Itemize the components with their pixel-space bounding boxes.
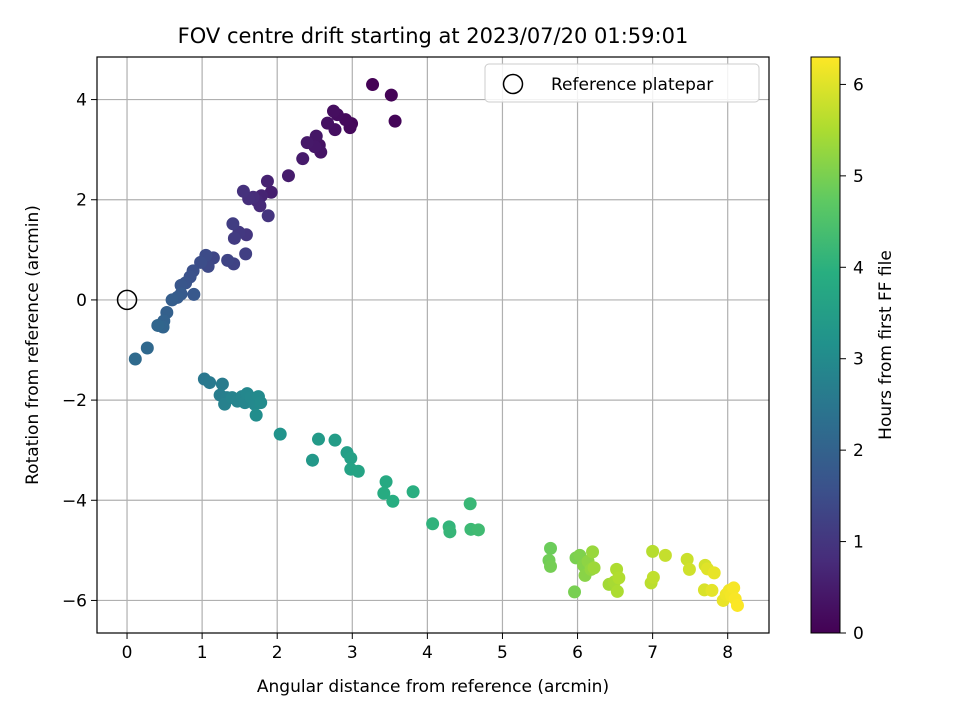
data-point — [379, 475, 393, 489]
data-point — [260, 174, 274, 188]
y-tick-label: −6 — [62, 591, 87, 611]
data-point — [226, 217, 240, 231]
data-point — [296, 152, 310, 166]
colorbar: 0 1 2 3 4 5 6 Hours from first FF file — [810, 56, 896, 644]
plot-frame — [96, 56, 770, 634]
data-point — [254, 396, 268, 410]
data-point — [194, 255, 208, 269]
data-point — [151, 318, 165, 332]
data-point — [305, 453, 319, 467]
y-tick-label: −4 — [62, 491, 87, 511]
data-point — [587, 561, 601, 575]
data-point — [344, 451, 358, 465]
data-point — [426, 517, 440, 531]
data-point — [203, 376, 217, 390]
y-tick-label: 4 — [76, 91, 87, 111]
colorbar-ticks: 0 1 2 3 4 5 6 — [840, 75, 864, 644]
data-point — [377, 486, 391, 500]
x-axis-label: Angular distance from reference (arcmin) — [257, 677, 609, 697]
x-axis-ticks: 0 1 2 3 4 5 6 7 8 — [122, 633, 733, 663]
data-point — [443, 525, 457, 539]
data-point — [236, 184, 250, 198]
data-point — [187, 287, 201, 301]
legend: Reference platepar — [484, 63, 760, 103]
data-point — [239, 247, 253, 261]
data-points — [128, 78, 744, 612]
x-tick-label: 4 — [422, 643, 433, 663]
data-point — [707, 566, 721, 580]
data-point — [406, 485, 420, 499]
x-tick-label: 8 — [722, 643, 733, 663]
data-point — [544, 541, 558, 555]
data-point — [544, 559, 558, 573]
colorbar-gradient — [811, 57, 840, 633]
chart-title: FOV centre drift starting at 2023/07/20 … — [178, 24, 689, 48]
x-tick-label: 3 — [347, 643, 358, 663]
y-tick-label: 2 — [76, 191, 87, 211]
reference-platepar-marker — [116, 289, 138, 311]
x-tick-label: 5 — [497, 643, 508, 663]
colorbar-tick-label: 2 — [853, 441, 864, 461]
y-tick-label: −2 — [62, 391, 87, 411]
data-point — [249, 408, 263, 422]
data-point — [351, 464, 365, 478]
x-tick-label: 1 — [197, 643, 208, 663]
data-point — [388, 114, 402, 128]
colorbar-tick-label: 0 — [853, 624, 864, 644]
data-point — [366, 78, 380, 92]
colorbar-frame — [810, 56, 841, 634]
x-tick-label: 6 — [572, 643, 583, 663]
data-point — [646, 570, 660, 584]
data-point — [221, 253, 235, 267]
y-axis-label: Rotation from reference (arcmin) — [23, 205, 43, 485]
data-point — [386, 494, 400, 508]
data-point — [463, 497, 477, 511]
y-axis-ticks: −6 −4 −2 0 2 4 — [62, 91, 97, 611]
data-point — [311, 432, 325, 446]
data-point — [281, 169, 295, 183]
legend-box — [484, 63, 760, 103]
data-point — [730, 598, 744, 612]
data-point — [646, 544, 660, 558]
x-tick-label: 7 — [647, 643, 658, 663]
legend-label: Reference platepar — [551, 75, 713, 95]
data-point — [227, 231, 241, 245]
data-point — [680, 552, 694, 566]
data-point — [327, 104, 341, 118]
data-point — [705, 583, 719, 597]
data-point — [321, 116, 335, 130]
data-point — [384, 88, 398, 102]
data-point — [568, 585, 582, 599]
data-point — [612, 571, 626, 585]
data-point — [264, 185, 278, 199]
data-point — [309, 129, 323, 143]
data-point — [300, 136, 314, 150]
data-point — [658, 548, 672, 562]
colorbar-tick-label: 6 — [853, 75, 864, 95]
data-point — [261, 209, 275, 223]
data-point — [682, 562, 696, 576]
colorbar-tick-label: 4 — [853, 258, 864, 278]
data-point — [586, 545, 600, 559]
data-point — [273, 427, 287, 441]
y-tick-label: 0 — [76, 291, 87, 311]
colorbar-tick-label: 5 — [853, 167, 864, 187]
data-point — [140, 341, 154, 355]
data-point — [165, 293, 179, 307]
colorbar-label: Hours from first FF file — [876, 250, 896, 440]
colorbar-tick-label: 1 — [853, 533, 864, 553]
data-point — [215, 377, 229, 391]
data-point — [128, 352, 142, 366]
data-point — [471, 523, 485, 537]
grid — [97, 57, 769, 633]
plot-area: 0 1 2 3 4 5 6 7 8 −6 −4 −2 0 2 4 — [62, 56, 770, 663]
x-tick-label: 0 — [122, 643, 133, 663]
legend-marker-icon — [502, 73, 524, 95]
colorbar-tick-label: 3 — [853, 350, 864, 370]
data-point — [328, 433, 342, 447]
data-point — [610, 584, 624, 598]
data-point — [727, 581, 741, 595]
x-tick-label: 2 — [272, 643, 283, 663]
